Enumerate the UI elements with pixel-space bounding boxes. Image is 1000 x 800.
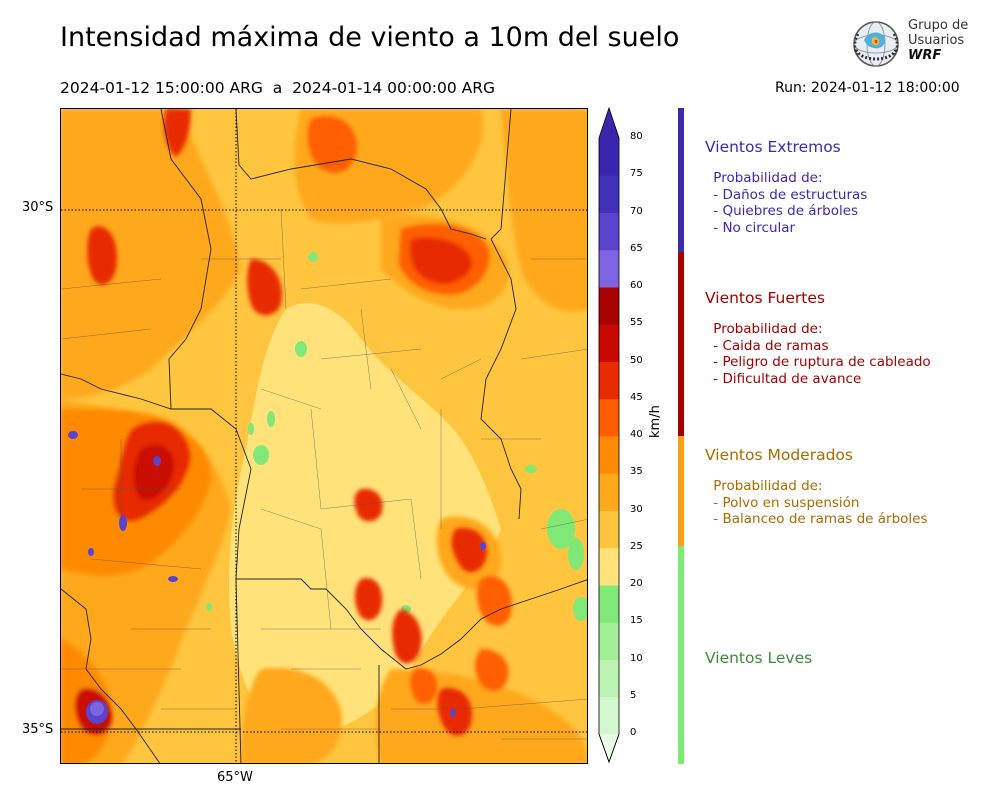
colorbar-segment — [599, 622, 619, 660]
colorbar-segment — [599, 510, 619, 549]
colorbar-segment — [599, 138, 619, 176]
colorbar-tick-label: 75 — [630, 168, 643, 180]
colorbar-tick-label: 35 — [630, 466, 643, 478]
colorbar-segment — [599, 175, 619, 213]
forecast-period: 2024-01-12 15:00:00 ARG a 2024-01-14 00:… — [60, 79, 496, 97]
strong-wind-zones — [61, 109, 512, 763]
colorbar-segment — [599, 361, 619, 400]
colorbar-segment — [599, 436, 619, 474]
logo-text: Grupo de Usuarios WRF — [908, 18, 968, 63]
category-strong-desc: Probabilidad de: - Caida de ramas - Peli… — [713, 321, 931, 387]
colorbar-tick-label: 0 — [630, 727, 637, 738]
lat-label-30s: 30°S — [22, 200, 54, 215]
category-strong-title: Vientos Fuertes — [705, 289, 825, 307]
colorbar-segment — [599, 212, 619, 251]
colorbar-tick-label: 50 — [630, 354, 643, 366]
strong-category-bar — [678, 252, 684, 436]
map-title: Intensidad máxima de viento a 10m del su… — [60, 22, 680, 53]
colorbar-segment — [599, 398, 619, 437]
moderate-category-bar — [678, 436, 684, 546]
colorbar-segment — [599, 696, 619, 735]
lat-label-35s: 35°S — [22, 722, 54, 737]
colorbar-tick-label: 10 — [630, 652, 643, 664]
colorbar-segment — [599, 659, 619, 698]
colorbar-extension-low — [598, 733, 620, 764]
colorbar-tick-label: 30 — [630, 503, 643, 515]
colorbar-tick-label: 55 — [630, 317, 643, 329]
colorbar-tick-label: 45 — [630, 391, 643, 403]
colorbar-tick-label: 65 — [630, 242, 643, 254]
category-moderate-title: Vientos Moderados — [705, 446, 853, 464]
colorbar-unit: km/h — [648, 405, 663, 438]
colorbar-segment — [599, 473, 619, 511]
graticule — [61, 109, 587, 763]
logo-line-3: WRF — [908, 48, 942, 63]
category-light-title: Vientos Leves — [705, 649, 813, 667]
colorbar-tick-label: 5 — [630, 689, 637, 701]
run-timestamp: Run: 2024-01-12 18:00:00 — [775, 80, 960, 96]
category-extreme-desc: Probabilidad de: - Daños de estructuras … — [713, 170, 868, 236]
globe-emblem-icon — [853, 21, 899, 67]
extreme-category-bar — [678, 108, 684, 252]
category-moderate: Vientos Moderados Probabilidad de: - Pol… — [705, 446, 928, 528]
colorbar-tick-label: 15 — [630, 615, 643, 627]
colorbar-segment — [599, 249, 619, 288]
category-light: Vientos Leves — [705, 649, 812, 667]
wrf-users-group-logo: Grupo de Usuarios WRF — [848, 16, 978, 74]
colorbar-strip — [598, 106, 620, 764]
colorbar-tick-label: 20 — [630, 578, 643, 589]
wind-field — [61, 109, 587, 763]
colorbar-tick-label: 40 — [630, 429, 643, 440]
colorbar-tick-label: 60 — [630, 280, 643, 291]
category-moderate-desc: Probabilidad de: - Polvo en suspensión -… — [713, 478, 928, 527]
department-boundaries — [61, 208, 587, 740]
colorbar-segment — [599, 287, 619, 325]
lon-label-65w: 65°W — [217, 770, 253, 785]
wind-intensity-map[interactable] — [60, 108, 588, 764]
colorbar-tick-label: 25 — [630, 540, 643, 552]
category-extreme-title: Vientos Extremos — [705, 138, 841, 156]
light-category-bar — [678, 546, 684, 764]
extreme-wind-spots — [68, 431, 486, 724]
logo-line-1: Grupo de — [908, 18, 969, 33]
colorbar-outline — [598, 106, 620, 764]
logo-line-2: Usuarios — [908, 33, 965, 48]
colorbar-segment — [599, 324, 619, 362]
colorbar-segment — [599, 585, 619, 623]
colorbar-extension-high — [599, 108, 619, 138]
category-extreme: Vientos Extremos Probabilidad de: - Daño… — [705, 138, 867, 236]
colorbar-segment — [599, 547, 619, 586]
province-boundaries — [61, 109, 587, 763]
low-wind-central-zone — [229, 303, 501, 739]
colorbar-tick-label: 70 — [630, 205, 643, 217]
colorbar-tick-label: 80 — [630, 131, 643, 142]
category-strong: Vientos Fuertes Probabilidad de: - Caida… — [705, 289, 931, 387]
